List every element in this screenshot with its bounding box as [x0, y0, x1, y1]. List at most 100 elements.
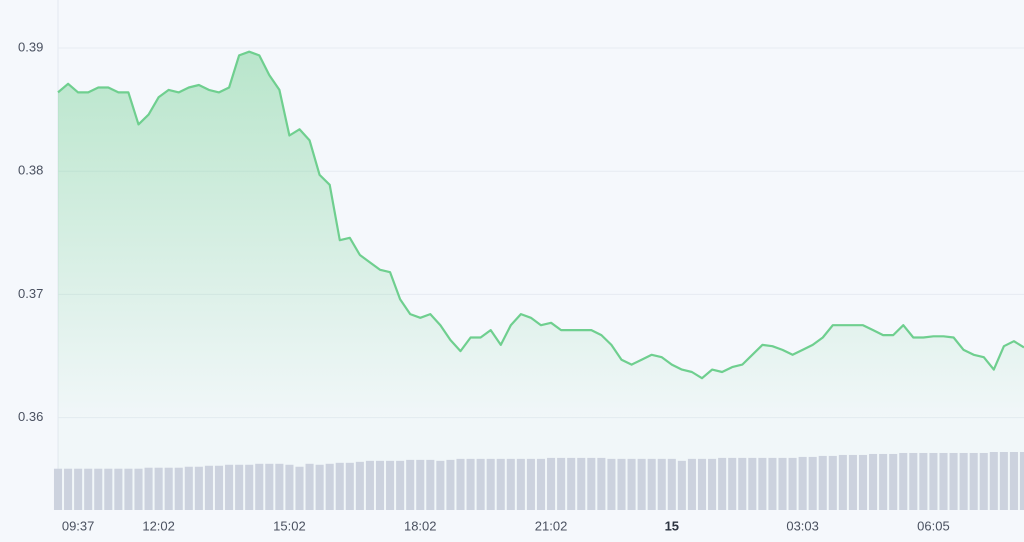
- volume-bar: [637, 458, 646, 510]
- volume-bar: [84, 468, 93, 510]
- volume-bar: [647, 458, 656, 510]
- y-tick-label: 0.39: [18, 39, 43, 54]
- volume-bar: [325, 463, 334, 510]
- volume-bar: [798, 456, 807, 510]
- volume-bar: [406, 459, 415, 510]
- volume-bar: [335, 462, 344, 510]
- y-tick-label: 0.36: [18, 409, 43, 424]
- x-tick-label: 12:02: [142, 518, 175, 533]
- volume-bar: [134, 468, 143, 510]
- volume-bar: [144, 467, 153, 510]
- volume-bar: [124, 468, 133, 510]
- volume-bar: [275, 463, 284, 510]
- y-tick-label: 0.38: [18, 163, 43, 178]
- volume-bar: [889, 453, 898, 510]
- volume-bar: [295, 466, 304, 510]
- volume-bar: [828, 455, 837, 510]
- price-area: [58, 51, 1024, 510]
- volume-bar: [768, 457, 777, 510]
- volume-bar: [456, 458, 465, 510]
- volume-bar: [818, 455, 827, 510]
- price-line: [57, 50, 1024, 380]
- volume-bar: [446, 459, 455, 510]
- volume-bar: [788, 457, 797, 510]
- volume-bar: [919, 452, 928, 510]
- volume-bar: [879, 453, 888, 510]
- volume-bar: [627, 458, 636, 510]
- volume-bar: [758, 457, 767, 510]
- volume-bar: [516, 458, 525, 510]
- volume-bar: [235, 464, 244, 510]
- x-tick-label: 09:37: [62, 518, 95, 533]
- volume-bar: [949, 452, 958, 510]
- volume-bar: [396, 460, 405, 510]
- volume-bar: [657, 458, 666, 510]
- volume-bar: [476, 458, 485, 510]
- volume-bar: [1019, 452, 1024, 510]
- x-tick-label: 15:02: [273, 518, 306, 533]
- volume-bar: [969, 452, 978, 510]
- volume-bar: [577, 457, 586, 510]
- volume-bar: [154, 467, 163, 510]
- volume-bar: [164, 467, 173, 510]
- x-tick-label: 03:03: [786, 518, 819, 533]
- volume-bar: [526, 458, 535, 510]
- volume-bar: [386, 460, 395, 510]
- volume-bar: [999, 452, 1008, 510]
- volume-bar: [506, 458, 515, 510]
- volume-bar: [94, 468, 103, 510]
- volume-bar: [708, 458, 717, 510]
- volume-bar: [597, 457, 606, 510]
- volume-bar: [194, 466, 203, 510]
- volume-bar: [255, 463, 264, 510]
- volume-bar: [536, 458, 546, 510]
- x-tick-label: 15: [665, 518, 679, 533]
- volume-bar: [748, 457, 757, 510]
- volume-bar: [53, 468, 63, 510]
- volume-bar: [486, 458, 495, 510]
- volume-bar: [778, 457, 787, 510]
- x-tick-label: 21:02: [535, 518, 568, 533]
- volume-bar: [285, 464, 294, 510]
- volume-bar: [345, 462, 354, 510]
- volume-bar: [929, 452, 938, 510]
- volume-bar: [265, 463, 274, 510]
- volume-bar: [114, 468, 123, 510]
- volume-bar: [979, 452, 988, 510]
- volume-bar: [718, 457, 727, 510]
- volume-bar: [315, 464, 324, 510]
- volume-bar: [728, 457, 737, 510]
- y-tick-label: 0.37: [18, 286, 43, 301]
- volume-bar: [909, 452, 918, 510]
- volume-bar: [466, 458, 475, 510]
- volume-bar: [697, 458, 707, 510]
- volume-bar: [355, 461, 364, 510]
- volume-bar: [557, 457, 566, 510]
- volume-bar: [858, 454, 868, 510]
- volume-bar: [174, 467, 183, 510]
- volume-bar: [959, 452, 968, 510]
- volume-bar: [184, 466, 193, 510]
- volume-bar: [869, 453, 878, 510]
- volume-bar: [587, 457, 596, 510]
- volume-bar: [899, 452, 908, 510]
- volume-bar: [547, 457, 556, 510]
- volume-bar: [1009, 452, 1018, 510]
- volume-bar: [939, 452, 948, 510]
- volume-bar: [436, 460, 445, 510]
- volume-bar: [375, 460, 385, 510]
- volume-bar: [607, 458, 616, 510]
- volume-bar: [687, 458, 696, 510]
- volume-bar: [245, 464, 254, 510]
- volume-bar: [104, 468, 113, 510]
- volume-bar: [225, 464, 234, 510]
- volume-bar: [204, 465, 213, 510]
- x-tick-label: 18:02: [404, 518, 437, 533]
- volume-bar: [838, 454, 847, 510]
- volume-bar: [74, 468, 83, 510]
- volume-bar: [305, 463, 314, 510]
- volume-bar: [567, 457, 576, 510]
- volume-bar: [617, 458, 626, 510]
